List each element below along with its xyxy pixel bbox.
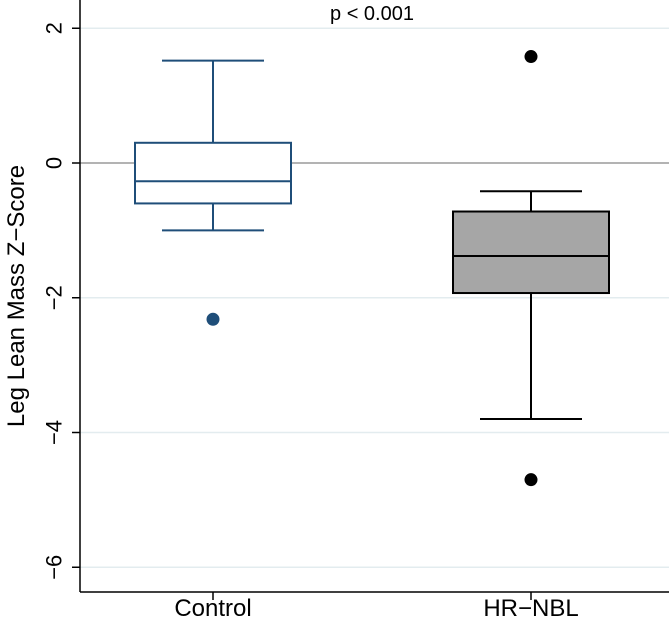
plot-area xyxy=(80,0,669,592)
p-value-annotation: p < 0.001 xyxy=(330,3,414,25)
y-tick-label: −2 xyxy=(42,285,67,310)
outlier-point xyxy=(524,50,538,64)
gridlines xyxy=(80,27,669,568)
outlier-point xyxy=(524,473,538,487)
box-0 xyxy=(134,59,292,326)
y-tick-label: −6 xyxy=(42,555,67,580)
iqr-box xyxy=(134,141,292,205)
x-tick-label: HR−NBL xyxy=(483,595,578,622)
y-ticks: 2 0 −2 −4 −6 xyxy=(42,22,80,580)
outlier-point xyxy=(206,312,220,326)
iqr-box xyxy=(452,210,610,295)
y-tick-label: 2 xyxy=(42,22,67,34)
x-tick-labels: Control HR−NBL xyxy=(174,592,579,622)
box-1 xyxy=(452,50,610,487)
y-tick-label: −4 xyxy=(42,420,67,445)
boxes xyxy=(134,50,610,487)
y-tick-label: 0 xyxy=(42,157,67,169)
y-axis-title: Leg Lean Mass Z−Score xyxy=(3,165,30,427)
x-tick-label: Control xyxy=(174,595,251,622)
